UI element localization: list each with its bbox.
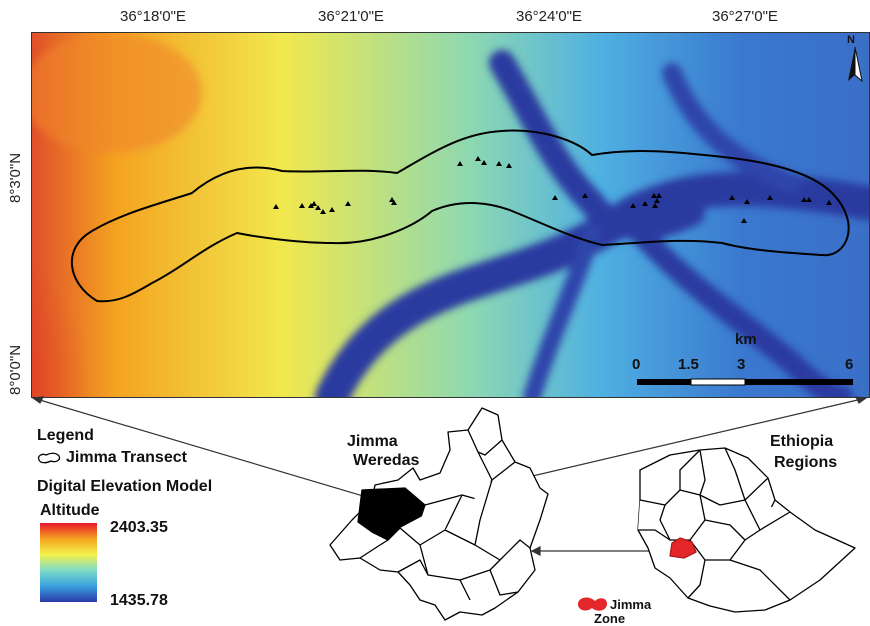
weredas-label-line2: Weredas bbox=[353, 452, 420, 469]
north-label: N bbox=[847, 34, 855, 46]
elevation-map bbox=[31, 32, 870, 398]
legend-altitude-label: Altitude bbox=[40, 502, 100, 519]
scale-tick-label: 6 bbox=[845, 356, 854, 373]
zone-label-line2: Zone bbox=[594, 611, 626, 626]
scale-unit-label: km bbox=[735, 331, 757, 348]
zone-label-line1: Jimma bbox=[610, 597, 652, 612]
legend-dem-label: Digital Elevation Model bbox=[37, 478, 213, 495]
scale-tick-label: 3 bbox=[737, 356, 746, 373]
longitude-label: 36°18'0"E bbox=[120, 8, 186, 25]
scale-bar bbox=[637, 378, 853, 386]
jimma-transect-outline bbox=[70, 129, 850, 303]
legend-title: Legend bbox=[37, 427, 94, 444]
longitude-label: 36°21'0"E bbox=[318, 8, 384, 25]
weredas-label-line1: Jimma bbox=[347, 433, 398, 450]
altitude-color-ramp bbox=[40, 523, 97, 602]
regions-label-line1: Ethiopia bbox=[770, 433, 834, 450]
longitude-label: 36°27'0"E bbox=[712, 8, 778, 25]
transect-legend-icon bbox=[37, 452, 61, 464]
scale-tick-label: 0 bbox=[632, 356, 641, 373]
legend-transect-label: Jimma Transect bbox=[66, 449, 187, 466]
scale-tick-label: 1.5 bbox=[678, 356, 699, 373]
regions-label-line2: Regions bbox=[774, 454, 838, 471]
legend-min-value: 1435.78 bbox=[110, 592, 168, 609]
longitude-label: 36°24'0"E bbox=[516, 8, 582, 25]
legend-max-value: 2403.35 bbox=[110, 519, 168, 536]
north-arrow-icon bbox=[848, 46, 863, 83]
